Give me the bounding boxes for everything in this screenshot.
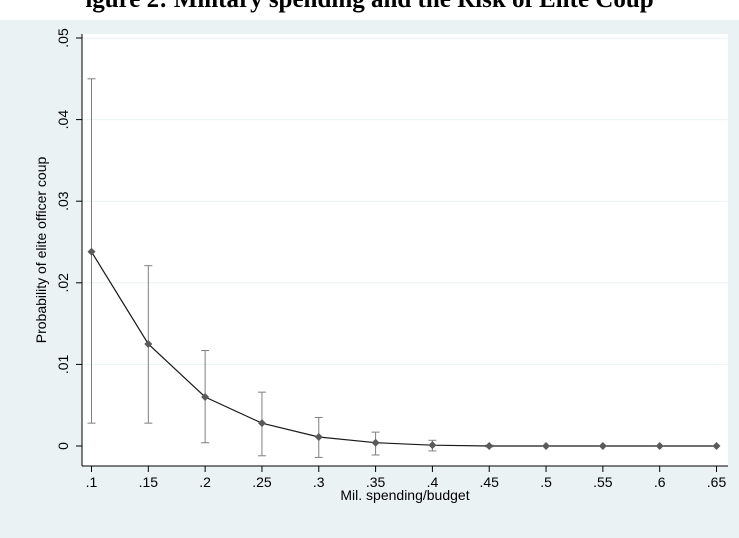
x-axis-ticks: .1 .15 .2 .25 .3 .35 .4 .45 .5 .55 .6 .65 xyxy=(86,466,727,490)
y-tick-label: .05 xyxy=(55,28,71,48)
figure-title: igure 2: Military spending and the Risk … xyxy=(0,0,739,14)
x-tick-label: .35 xyxy=(366,474,386,490)
x-axis-title: Mil. spending/budget xyxy=(340,487,469,503)
data-point xyxy=(655,442,664,450)
plot-area xyxy=(82,34,728,466)
y-tick-label: .02 xyxy=(55,273,71,293)
data-point xyxy=(428,441,437,450)
data-point xyxy=(257,419,266,428)
data-point xyxy=(542,442,551,450)
data-point xyxy=(598,442,607,450)
y-tick-label: .03 xyxy=(55,191,71,211)
series-line xyxy=(90,251,717,447)
data-point xyxy=(201,393,210,402)
x-tick-label: .5 xyxy=(540,474,552,490)
data-point xyxy=(485,442,494,450)
y-tick-label: .04 xyxy=(55,110,71,130)
data-point xyxy=(712,442,721,450)
data-point xyxy=(371,438,380,447)
x-tick-label: .1 xyxy=(86,474,98,490)
x-tick-label: .4 xyxy=(427,474,439,490)
y-axis-ticks: 0 .01 .02 .03 .04 .05 xyxy=(55,28,82,450)
x-tick-label: .15 xyxy=(139,474,159,490)
x-tick-label: .65 xyxy=(707,474,727,490)
data-point xyxy=(87,247,96,256)
y-tick-label: .01 xyxy=(55,354,71,374)
figure-title-strip: igure 2: Military spending and the Risk … xyxy=(0,0,739,20)
x-tick-label: .2 xyxy=(199,474,211,490)
data-markers xyxy=(87,247,721,450)
x-tick-label: .6 xyxy=(654,474,666,490)
x-tick-label: .3 xyxy=(313,474,325,490)
chart: 0 .01 .02 .03 .04 .05 .1 .15 .2 .25 .3 .35 .4 .45 .5.… xyxy=(0,20,739,538)
data-point xyxy=(314,433,323,442)
x-tick-label: .55 xyxy=(593,474,613,490)
gridlines xyxy=(82,37,728,365)
x-tick-label: .45 xyxy=(479,474,499,490)
x-tick-label: .25 xyxy=(252,474,272,490)
data-point xyxy=(144,340,153,348)
y-axis-title: Probability of elite officer coup xyxy=(33,157,49,344)
y-tick-label: 0 xyxy=(55,442,71,450)
